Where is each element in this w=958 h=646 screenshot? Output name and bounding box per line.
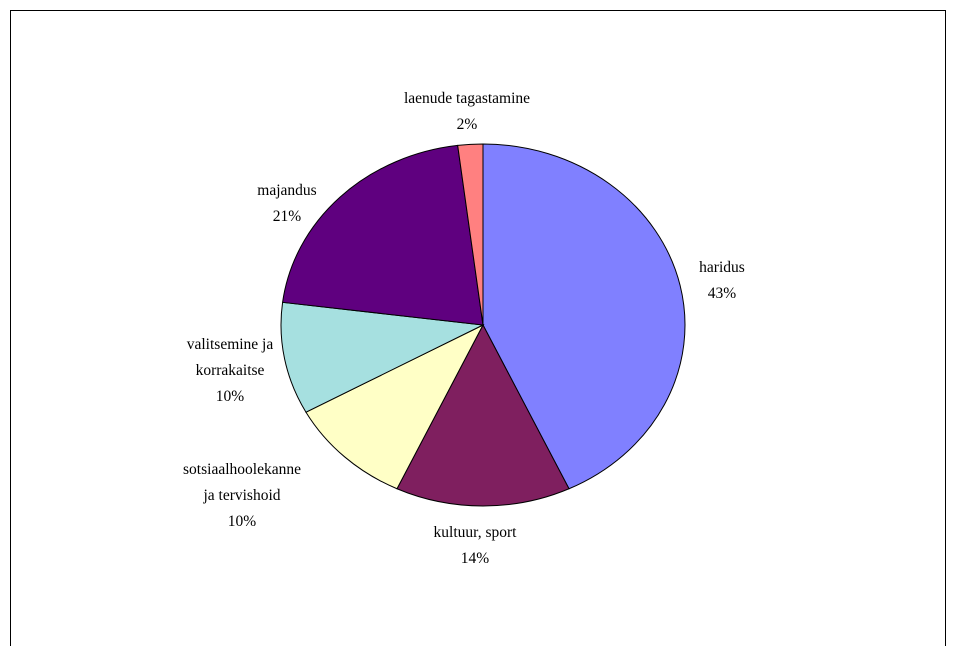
slice-percent-label: 21% (273, 208, 302, 225)
slice-category-label: haridus (699, 259, 745, 276)
slice-category-label: korrakaitse (196, 362, 265, 379)
pie-slice-3 (305, 323, 485, 490)
pie-slice-2 (396, 323, 570, 507)
slice-percent-label: 10% (216, 388, 245, 405)
pie-slice-5 (282, 144, 484, 326)
pie-slice-4 (280, 301, 485, 413)
slice-category-label: kultuur, sport (434, 524, 518, 541)
pie-slice-6 (457, 143, 484, 326)
slice-percent-label: 14% (461, 550, 490, 567)
slice-category-label: valitsemine ja (187, 336, 274, 353)
slice-percent-label: 10% (228, 513, 257, 530)
slice-category-label: laenude tagastamine (404, 90, 530, 107)
pie-slice-1 (482, 143, 686, 490)
slice-category-label: ja tervishoid (202, 487, 280, 504)
slice-percent-label: 2% (457, 116, 478, 133)
slice-category-label: sotsiaalhoolekanne (183, 461, 301, 478)
slice-category-label: majandus (257, 182, 316, 199)
slice-percent-label: 43% (708, 285, 737, 302)
